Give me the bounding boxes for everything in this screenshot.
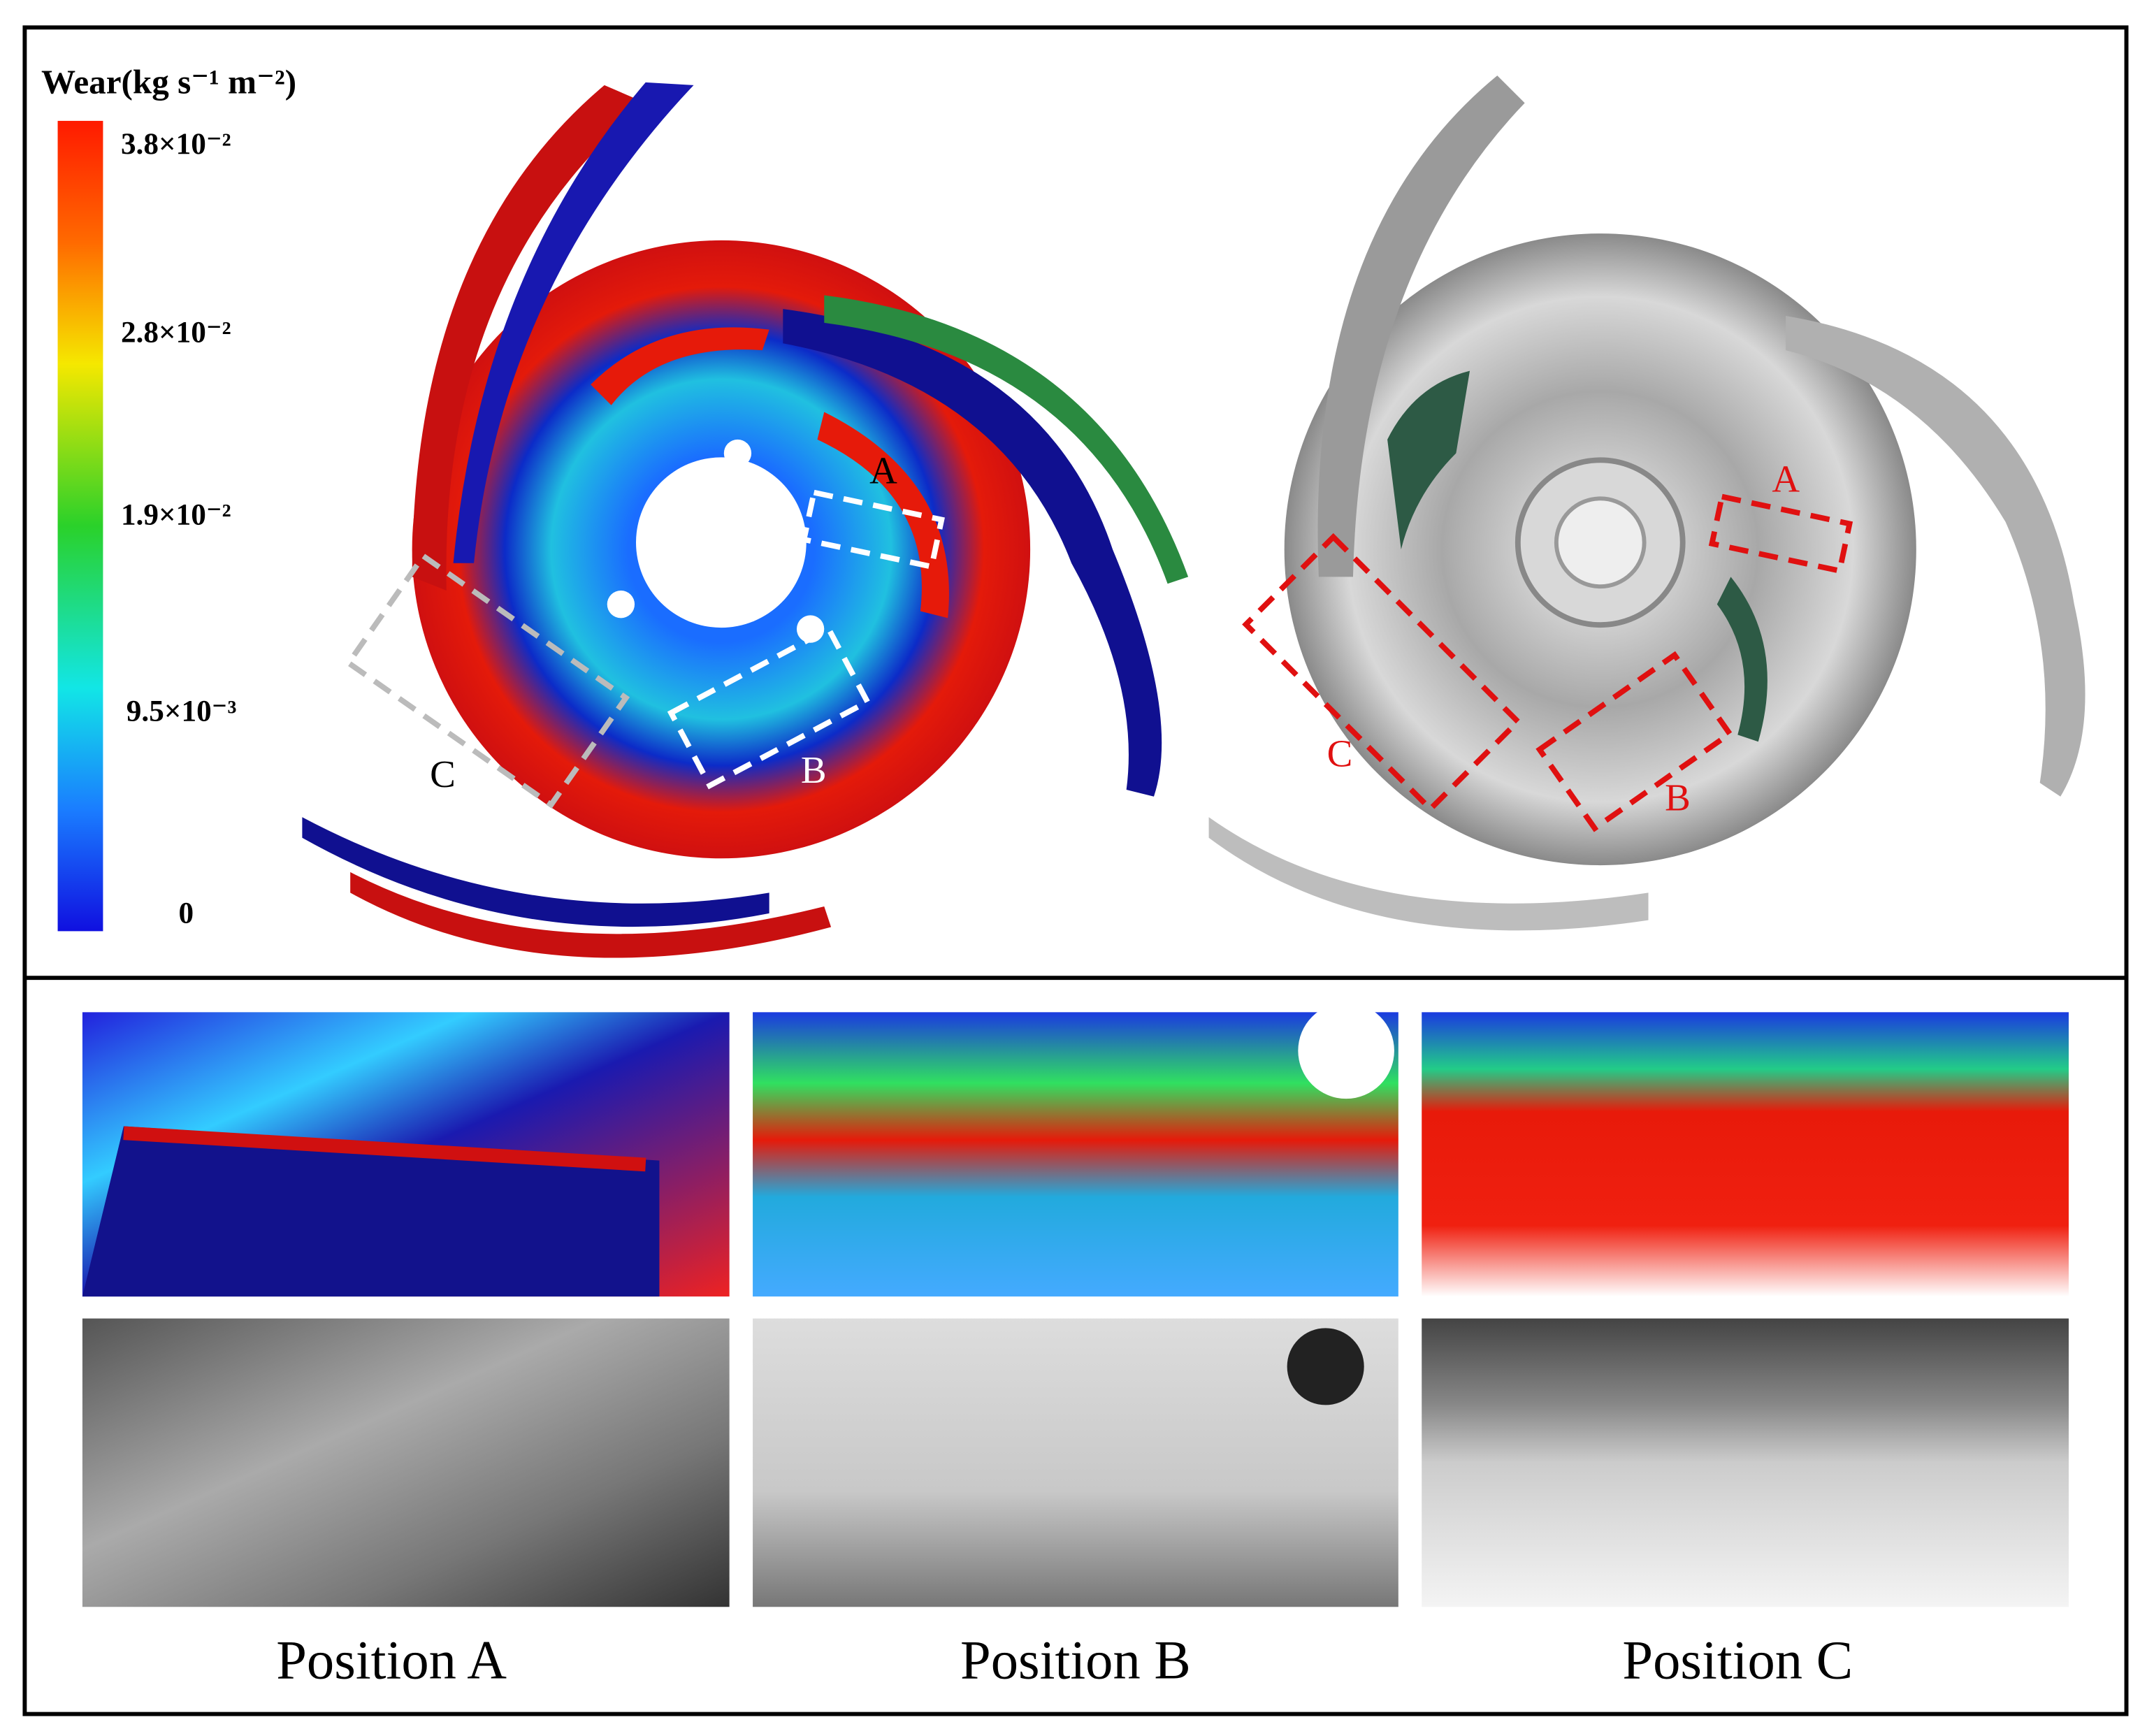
colorbar-label: 2.8×10⁻² [121, 315, 231, 349]
colorbar [57, 120, 103, 932]
region-label: B [1665, 776, 1691, 818]
region-label: A [869, 449, 897, 492]
detail-hole [1298, 1002, 1394, 1099]
detail-hole [1287, 1328, 1364, 1405]
region-box [1708, 493, 1853, 574]
detail-photo [82, 1318, 730, 1607]
region-box [1535, 651, 1734, 832]
colorbar-label: 9.5×10⁻³ [126, 695, 237, 728]
region-label: C [430, 753, 456, 795]
colorbar-label: 3.8×10⁻² [121, 127, 231, 161]
caption: Position B [960, 1630, 1191, 1691]
frame [22, 25, 2129, 1716]
region-box [667, 625, 872, 790]
detail-photo [1422, 1318, 2069, 1607]
colorbar-label: 0 [179, 897, 194, 930]
region-label: C [1327, 732, 1353, 775]
detail-blade [82, 1126, 660, 1297]
region-box [800, 489, 945, 570]
region-box [1242, 533, 1522, 813]
region-label: A [1772, 458, 1800, 500]
colorbar-label: 1.9×10⁻² [121, 498, 231, 532]
simulation-impeller [302, 82, 1189, 958]
caption: Position A [276, 1630, 507, 1691]
region-box [345, 552, 630, 809]
detail-edge [123, 1126, 646, 1172]
region-label: B [801, 748, 827, 791]
detail-simulation [1422, 1012, 2069, 1297]
detail-simulation [753, 1012, 1398, 1297]
caption: Position C [1622, 1630, 1853, 1691]
colorbar-title: Wear(kg s⁻¹ m⁻²) [41, 63, 296, 101]
photo-impeller [1208, 75, 2085, 931]
